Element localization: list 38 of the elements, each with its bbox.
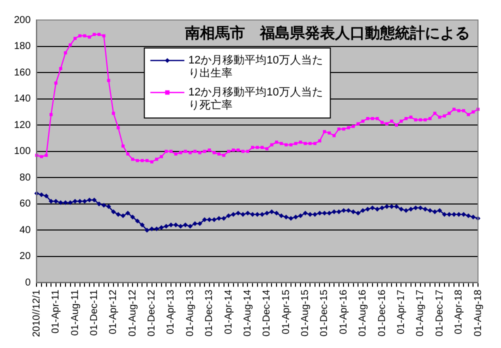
x-tick-label: 01-Apr-13 xyxy=(166,289,177,334)
x-tick-label: 01-Apr-14 xyxy=(223,289,234,334)
chart-title: 南相馬市 福島県発表人口動態統計による xyxy=(184,24,470,42)
y-tick-label: 200 xyxy=(14,14,32,26)
x-tick-label: 01-Aug-16 xyxy=(358,289,369,336)
x-tick-label: 01-Dec-14 xyxy=(262,289,273,336)
x-tick-label: 01-Dec-16 xyxy=(376,289,388,336)
x-tick-label: 01-Aug-14 xyxy=(242,289,254,336)
x-tick-label: 01-Aug-17 xyxy=(415,289,426,336)
y-tick-label: 60 xyxy=(20,198,32,210)
y-tick-label: 160 xyxy=(14,67,32,78)
x-tick-label: 01-Dec-11 xyxy=(88,289,100,336)
y-tick-label: 40 xyxy=(20,224,32,236)
y-tick-label: 0 xyxy=(25,277,32,288)
x-tick-label: 01-Apr-16 xyxy=(338,289,350,334)
x-tick-label: 01-Dec-13 xyxy=(204,289,216,336)
y-tick-label: 20 xyxy=(20,251,32,262)
x-tick-label: 01-Dec-15 xyxy=(319,289,330,336)
y-tick-label: 140 xyxy=(14,94,32,105)
legend-label: 12か月移動平均10万人当たり死亡率 xyxy=(188,86,323,112)
y-tick-label: 100 xyxy=(14,146,32,158)
x-tick-label: 01-Aug-13 xyxy=(184,289,196,336)
x-tick-label: 2010//12/1 xyxy=(31,289,42,337)
x-tick-label: 01-Apr-17 xyxy=(396,289,407,334)
x-tick-label: 01-Aug-12 xyxy=(127,289,138,336)
x-tick-label: 01-Apr-15 xyxy=(280,289,292,334)
x-tick-label: 01-Aug-15 xyxy=(300,289,312,336)
y-tick-label: 120 xyxy=(14,120,32,131)
legend-label: 12か月移動平均10万人当たり出生率 xyxy=(188,54,323,80)
x-tick-label: 01-Apr-12 xyxy=(108,289,120,334)
x-tick-label: 01-Dec-17 xyxy=(434,289,446,336)
x-tick-label: 01-Apr-18 xyxy=(454,289,465,334)
x-tick-label: 01-Aug-11 xyxy=(70,289,81,336)
x-tick-label: 01-Apr-11 xyxy=(50,289,62,334)
y-tick-label: 80 xyxy=(20,172,32,184)
x-tick-label: 01-Dec-12 xyxy=(146,289,158,336)
y-tick-label: 180 xyxy=(14,41,32,52)
x-tick-label: 01-Aug-18 xyxy=(472,289,484,336)
